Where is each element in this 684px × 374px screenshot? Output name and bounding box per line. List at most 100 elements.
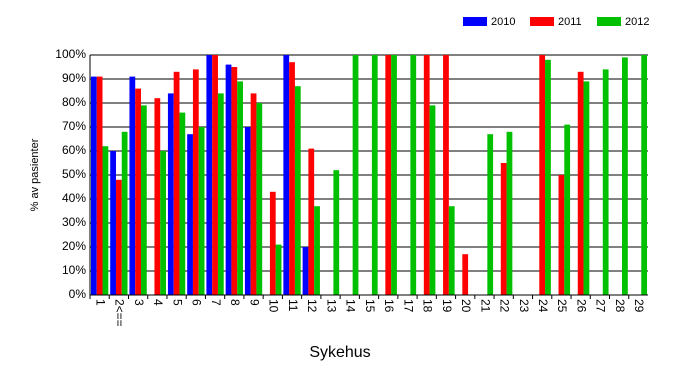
- legend-label: 2010: [491, 16, 515, 28]
- x-tick-label: 13: [324, 299, 338, 313]
- bar: [110, 151, 116, 295]
- bar: [217, 93, 224, 296]
- bar: [140, 105, 147, 296]
- bar: [121, 131, 128, 295]
- x-tick-label: 2<==: [113, 299, 127, 327]
- bar: [371, 55, 378, 295]
- bar: [206, 55, 213, 295]
- y-tick-label: 40%: [62, 191, 86, 205]
- bar: [577, 71, 584, 295]
- x-tick-label: 24: [536, 299, 550, 313]
- bar: [506, 131, 513, 295]
- bar: [462, 254, 469, 295]
- x-tick-label: 19: [440, 299, 454, 313]
- legend-swatch: [597, 17, 621, 26]
- bar: [198, 127, 205, 295]
- y-tick-label: 50%: [62, 167, 86, 181]
- bar: [244, 127, 251, 295]
- bar: [308, 148, 315, 295]
- bar: [225, 64, 232, 295]
- bar: [410, 55, 417, 295]
- bar: [167, 93, 174, 296]
- bar: [90, 76, 97, 295]
- bar: [173, 71, 180, 295]
- bar: [115, 179, 122, 295]
- bar: [135, 88, 141, 295]
- bar: [275, 244, 282, 295]
- x-tick-label: 28: [613, 299, 627, 313]
- bar: [385, 55, 392, 295]
- bar: [269, 191, 276, 295]
- x-tick-label: 22: [498, 299, 512, 313]
- y-axis-label: % av pasienter: [29, 138, 41, 211]
- bar: [583, 81, 590, 296]
- bar: [448, 206, 455, 295]
- bar: [289, 62, 295, 296]
- x-tick-label: 17: [401, 299, 415, 313]
- bar: [256, 103, 263, 295]
- bar: [602, 69, 609, 296]
- bar: [294, 86, 301, 295]
- bar: [429, 105, 436, 296]
- bar: [564, 124, 571, 295]
- y-tick-label: 10%: [62, 263, 86, 277]
- x-tick-label: 27: [594, 299, 608, 313]
- bar: [545, 59, 551, 295]
- bar: [192, 69, 199, 296]
- legend-label: 2011: [558, 16, 582, 28]
- x-tick-label: 1: [93, 299, 107, 306]
- x-tick-label: 3: [132, 299, 146, 306]
- x-tick-label: 6: [190, 299, 204, 306]
- bar: [237, 81, 243, 296]
- bar: [391, 55, 397, 295]
- y-tick-label: 0%: [69, 287, 87, 301]
- legend-label: 2012: [625, 16, 649, 28]
- bar: [129, 76, 136, 295]
- x-tick-label: 10: [267, 299, 281, 313]
- bar: [212, 55, 218, 295]
- x-tick-label: 5: [170, 299, 184, 306]
- x-tick-label: 14: [344, 299, 358, 313]
- bar: [96, 76, 103, 295]
- x-tick-label: 8: [228, 299, 242, 306]
- x-tick-label: 4: [151, 299, 165, 306]
- bar: [622, 57, 628, 296]
- x-tick-label: 21: [478, 299, 492, 313]
- x-tick-label: 25: [555, 299, 569, 313]
- legend-swatch: [530, 17, 554, 26]
- x-tick-label: 29: [632, 299, 646, 313]
- bar: [302, 247, 309, 295]
- bar: [500, 163, 507, 295]
- bar: [187, 134, 193, 295]
- bar: [102, 146, 109, 295]
- x-tick-label: 16: [382, 299, 396, 313]
- x-tick-label: 15: [363, 299, 377, 313]
- x-axis-label: Sykehus: [309, 344, 370, 361]
- x-tick-label: 26: [574, 299, 588, 313]
- y-tick-label: 90%: [62, 71, 86, 85]
- x-tick-label: 23: [517, 299, 531, 313]
- bar: [352, 55, 359, 295]
- x-tick-label: 11: [286, 299, 300, 312]
- bar: [179, 112, 186, 295]
- y-tick-label: 100%: [55, 47, 86, 61]
- y-tick-label: 30%: [62, 215, 86, 229]
- bar: [443, 55, 449, 295]
- y-tick-label: 70%: [62, 119, 86, 133]
- y-tick-label: 20%: [62, 239, 86, 253]
- y-tick-label: 80%: [62, 95, 86, 109]
- bar: [641, 55, 648, 295]
- bar: [539, 55, 546, 295]
- x-tick-label: 20: [459, 299, 473, 313]
- bar: [250, 93, 257, 296]
- bar: [333, 170, 340, 295]
- bar: [283, 55, 290, 295]
- bar: [160, 151, 167, 295]
- y-tick-label: 60%: [62, 143, 86, 157]
- bar: [487, 134, 494, 295]
- legend-swatch: [463, 17, 487, 26]
- bar: [314, 206, 320, 295]
- bar: [231, 67, 238, 295]
- x-tick-label: 7: [209, 299, 223, 306]
